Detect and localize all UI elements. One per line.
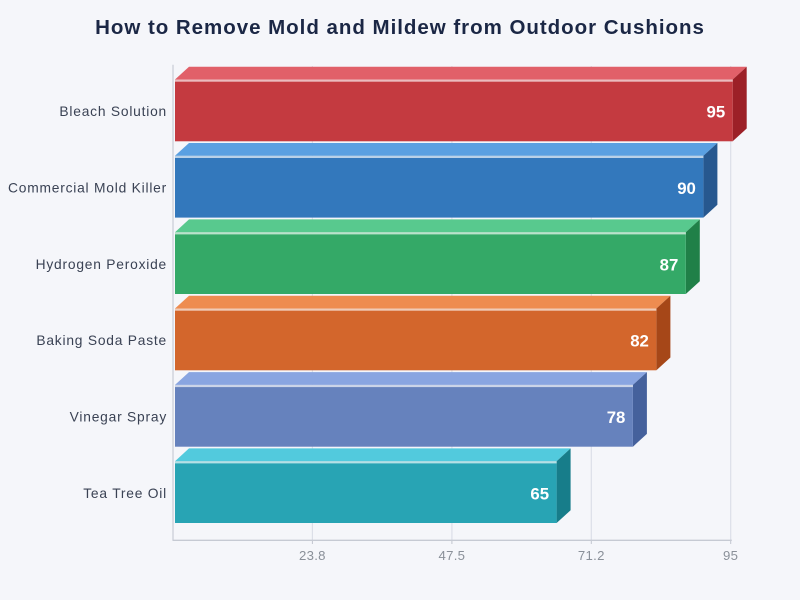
svg-text:Vinegar Spray: Vinegar Spray <box>70 410 167 425</box>
svg-text:Hydrogen Peroxide: Hydrogen Peroxide <box>36 257 167 272</box>
svg-text:90: 90 <box>677 179 696 198</box>
svg-text:47.5: 47.5 <box>438 548 465 563</box>
svg-text:65: 65 <box>530 484 549 503</box>
svg-text:Bleach Solution: Bleach Solution <box>59 104 167 119</box>
svg-text:How to Remove Mold and Mildew: How to Remove Mold and Mildew from Outdo… <box>95 16 705 39</box>
svg-text:87: 87 <box>660 255 679 274</box>
svg-text:78: 78 <box>607 408 626 427</box>
svg-text:95: 95 <box>707 103 726 122</box>
svg-text:Tea Tree Oil: Tea Tree Oil <box>83 486 167 501</box>
svg-text:82: 82 <box>630 332 649 351</box>
svg-text:71.2: 71.2 <box>578 548 605 563</box>
svg-text:Baking Soda Paste: Baking Soda Paste <box>36 333 167 348</box>
svg-text:23.8: 23.8 <box>299 548 326 563</box>
svg-text:Commercial Mold Killer: Commercial Mold Killer <box>8 180 167 195</box>
svg-text:95: 95 <box>723 548 738 563</box>
